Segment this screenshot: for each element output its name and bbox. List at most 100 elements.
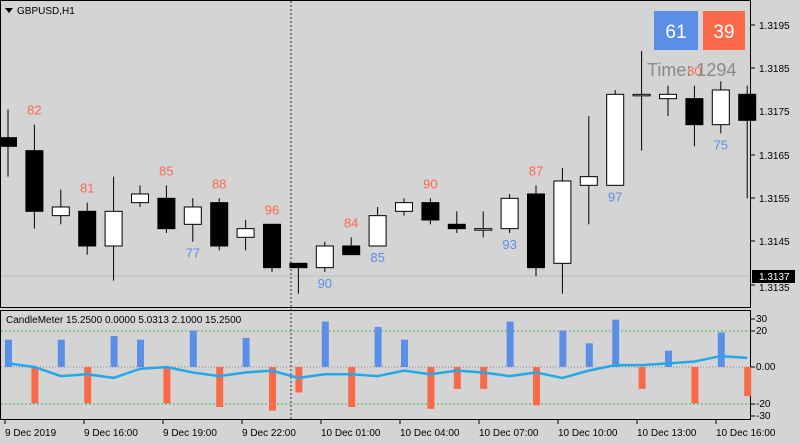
main-chart-frame[interactable] bbox=[0, 0, 751, 308]
meter-bar-up bbox=[57, 339, 65, 367]
candle-body bbox=[368, 215, 387, 247]
candle-body bbox=[0, 137, 17, 147]
candle-score-label: 90 bbox=[318, 276, 332, 291]
meter-bar-down bbox=[638, 367, 646, 389]
meter-bar-up bbox=[506, 321, 514, 367]
time-label: 10 Dec 04:00 bbox=[400, 428, 460, 439]
candle-body bbox=[606, 93, 625, 186]
meter-line bbox=[7, 354, 748, 380]
time-label: 10 Dec 01:00 bbox=[321, 428, 381, 439]
candle[interactable] bbox=[632, 50, 651, 151]
candle[interactable] bbox=[131, 185, 149, 207]
candle[interactable] bbox=[289, 262, 308, 294]
candle[interactable] bbox=[210, 198, 229, 251]
time-label: 10 Dec 16:00 bbox=[716, 428, 776, 439]
candles-layer bbox=[0, 50, 757, 294]
price-scale[interactable]: 1.3195 1.3185 1.3175 1.3165 1.3155 1.314… bbox=[751, 21, 795, 294]
indicator-scale-label: -30 bbox=[756, 411, 771, 422]
candle-score-label: 75 bbox=[714, 137, 728, 152]
candle-body bbox=[263, 223, 281, 269]
candle-body bbox=[395, 202, 413, 212]
candle[interactable] bbox=[579, 115, 598, 225]
price-label: 1.3165 bbox=[759, 151, 790, 162]
candle-body bbox=[51, 206, 70, 217]
candle-body bbox=[474, 228, 493, 231]
candle-body bbox=[289, 262, 308, 269]
time-label: 9 Dec 2019 bbox=[5, 428, 57, 439]
candle[interactable] bbox=[711, 81, 730, 134]
indicator-label: CandleMeter 15.2500 0.0000 5.0313 2.1000… bbox=[6, 315, 242, 326]
meter-bar-down bbox=[269, 367, 276, 411]
candle[interactable] bbox=[606, 89, 625, 186]
meter-bar-up bbox=[374, 326, 382, 367]
candle[interactable] bbox=[236, 219, 255, 251]
candle[interactable] bbox=[0, 109, 17, 177]
price-label: 1.3145 bbox=[759, 237, 790, 248]
candle[interactable] bbox=[104, 176, 123, 281]
indicator-scale[interactable]: 30 20 0.00 -20 -30 bbox=[751, 314, 776, 422]
meter-bar-up bbox=[321, 321, 329, 367]
candle[interactable] bbox=[51, 189, 70, 225]
candle[interactable] bbox=[183, 198, 202, 242]
meter-bars-layer bbox=[5, 319, 752, 411]
time-label: 10 Dec 13:00 bbox=[637, 428, 697, 439]
candle-score-label: 84 bbox=[344, 215, 358, 230]
candle[interactable] bbox=[685, 85, 704, 147]
indicator-scale-label: 0.00 bbox=[756, 362, 776, 373]
meter-bar-down bbox=[427, 367, 435, 409]
candle-body bbox=[659, 93, 677, 100]
meter-bar-down bbox=[348, 367, 356, 408]
time-label: 10 Dec 07:00 bbox=[479, 428, 539, 439]
candle-body bbox=[104, 210, 123, 247]
candle[interactable] bbox=[474, 211, 493, 238]
meter-bar-down bbox=[295, 367, 303, 393]
time-label: 9 Dec 22:00 bbox=[242, 428, 296, 439]
candle-labels-layer: 82 81 85 77 88 96 90 84 85 90 93 87 97 80 75 bbox=[27, 64, 728, 291]
candle-score-label: 97 bbox=[608, 189, 622, 204]
time-label: Time: 1294 bbox=[647, 60, 736, 80]
candle[interactable] bbox=[738, 85, 757, 199]
meter-bar-up bbox=[110, 336, 118, 367]
candle[interactable] bbox=[527, 185, 545, 277]
candle[interactable] bbox=[342, 237, 361, 256]
symbol-label: GBPUSD,H1 bbox=[17, 6, 75, 17]
candle[interactable] bbox=[553, 167, 572, 294]
candle[interactable] bbox=[659, 85, 677, 116]
candle[interactable] bbox=[78, 202, 97, 255]
indicator-scale-label: 30 bbox=[756, 314, 768, 325]
candle[interactable] bbox=[421, 198, 440, 225]
triangle-down-icon[interactable] bbox=[5, 8, 13, 13]
time-label: 9 Dec 16:00 bbox=[84, 428, 138, 439]
price-label: 1.3155 bbox=[759, 194, 790, 205]
candle-score-label: 87 bbox=[529, 163, 543, 178]
meter-bar-up bbox=[612, 319, 620, 367]
candle-body bbox=[527, 193, 545, 269]
meter-bar-down bbox=[216, 367, 224, 408]
time-axis[interactable]: 9 Dec 2019 9 Dec 16:00 9 Dec 19:00 9 Dec 22… bbox=[4, 420, 776, 439]
candle[interactable] bbox=[315, 241, 334, 272]
price-label: 1.3185 bbox=[759, 64, 790, 75]
candle-body bbox=[447, 223, 466, 230]
candle[interactable] bbox=[447, 211, 466, 233]
candle-score-label: 80 bbox=[687, 64, 701, 79]
meter-bar-up bbox=[5, 339, 12, 367]
candle[interactable] bbox=[157, 185, 176, 233]
candle[interactable] bbox=[500, 193, 519, 233]
time-label: 9 Dec 19:00 bbox=[163, 428, 217, 439]
candle[interactable] bbox=[368, 206, 387, 247]
current-price-label: 1.3137 bbox=[759, 272, 790, 283]
meter-bar-up bbox=[559, 330, 567, 367]
candle-body bbox=[210, 202, 229, 247]
meter-bar-down bbox=[744, 367, 752, 397]
candle[interactable] bbox=[25, 124, 44, 229]
candle-body bbox=[685, 98, 704, 126]
candle-score-label: 81 bbox=[80, 181, 94, 196]
candle-score-label: 88 bbox=[212, 176, 226, 191]
price-label: 1.3135 bbox=[759, 283, 790, 294]
candle-body bbox=[236, 228, 255, 238]
candle-score-label: 90 bbox=[423, 176, 437, 191]
candle[interactable] bbox=[395, 198, 413, 216]
candle-score-label: 85 bbox=[159, 163, 173, 178]
candle[interactable] bbox=[263, 223, 281, 272]
